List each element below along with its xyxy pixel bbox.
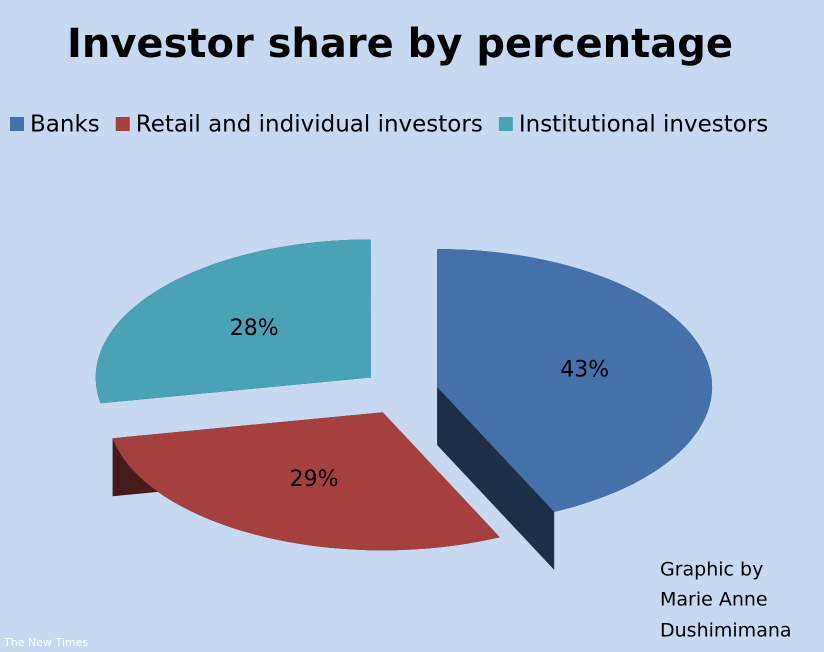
watermark: The New Times	[3, 636, 88, 649]
legend-swatch	[115, 117, 130, 131]
legend-label: Retail and individual investors	[136, 112, 483, 138]
data-label: 28%	[230, 316, 279, 341]
slice: 43%	[437, 249, 713, 570]
chart-title: Investor share by percentage	[67, 21, 733, 67]
legend-swatch	[10, 117, 24, 131]
annotation: Graphic by	[660, 559, 763, 581]
data-label: 29%	[290, 467, 339, 492]
slice-top	[95, 239, 371, 404]
legend-swatch	[498, 117, 513, 131]
slice-top	[112, 412, 500, 551]
annotation: Dushimimana	[660, 620, 792, 642]
data-label: 43%	[560, 357, 609, 382]
legend-label: Institutional investors	[519, 112, 768, 138]
slice: 28%	[95, 239, 371, 462]
legend: Banks Retail and individual investors Inst…	[10, 112, 768, 138]
annotation: Marie Anne	[660, 589, 768, 611]
slice-top	[437, 249, 713, 512]
slice: 29%	[112, 412, 500, 609]
legend-label: Banks	[30, 112, 100, 138]
